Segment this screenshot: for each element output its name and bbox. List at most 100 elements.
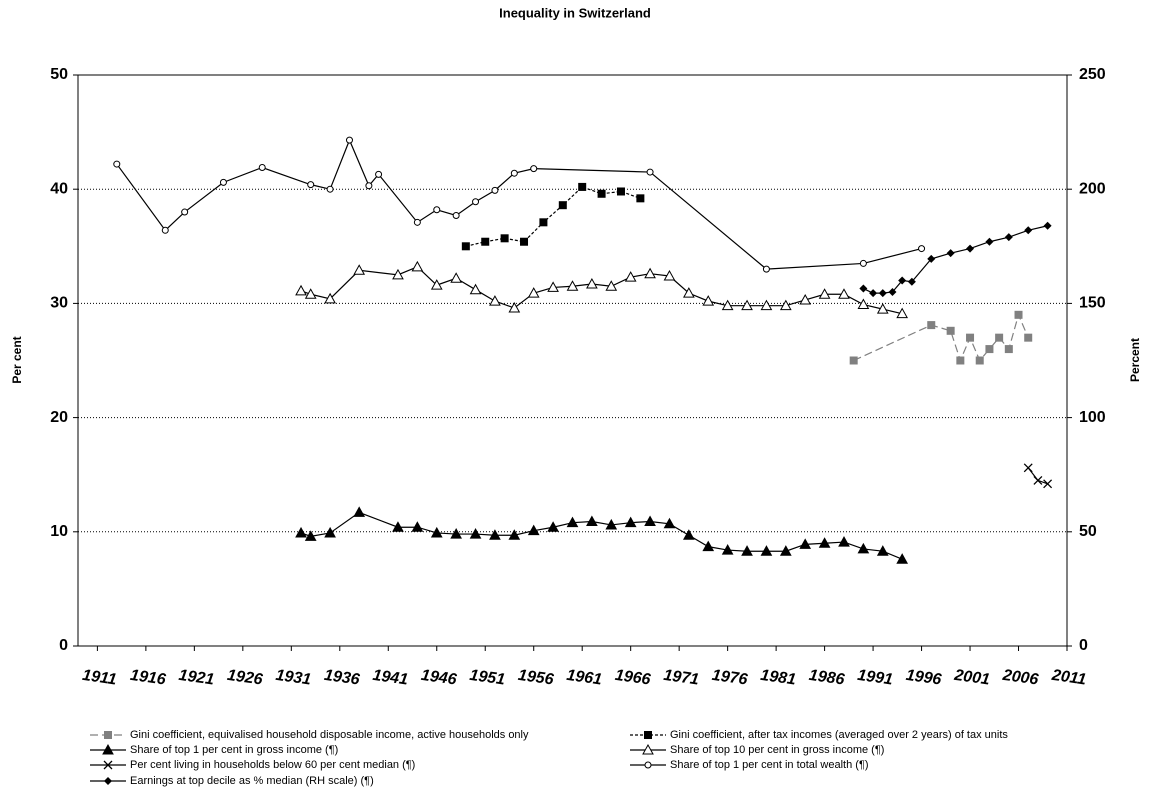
- marker: [1014, 310, 1023, 319]
- legend-label: Share of top 1 per cent in total wealth …: [670, 759, 869, 771]
- x-tick-label: 1956: [517, 667, 555, 689]
- marker: [469, 528, 482, 539]
- marker: [489, 529, 501, 540]
- marker: [995, 333, 1004, 342]
- marker: [896, 553, 909, 564]
- legend-marker: [104, 777, 112, 785]
- marker: [869, 289, 878, 298]
- marker: [762, 265, 770, 273]
- marker: [721, 299, 734, 311]
- x-tick-label: 1946: [420, 667, 458, 689]
- chart-title: Inequality in Switzerland: [499, 5, 651, 20]
- marker: [605, 518, 618, 530]
- x-tick-label: 1986: [808, 667, 846, 689]
- marker: [927, 254, 936, 263]
- marker: [375, 170, 383, 178]
- marker: [946, 326, 955, 335]
- marker: [392, 521, 404, 532]
- x-tick-label: 1941: [372, 667, 410, 689]
- marker: [586, 277, 598, 289]
- marker: [547, 281, 559, 292]
- x-tick-label: 1991: [856, 667, 894, 689]
- marker: [326, 185, 334, 193]
- marker: [907, 277, 916, 286]
- marker: [876, 303, 889, 314]
- marker: [566, 280, 579, 291]
- marker: [799, 538, 812, 549]
- marker: [527, 287, 540, 298]
- marker: [500, 234, 509, 243]
- marker: [450, 272, 462, 283]
- y-tick-label: 10: [50, 523, 68, 540]
- marker: [324, 292, 336, 304]
- x-tick-label: 1921: [178, 667, 216, 689]
- marker: [857, 298, 870, 310]
- marker: [411, 521, 424, 532]
- marker: [481, 237, 490, 246]
- y-tick-label: 50: [50, 66, 68, 83]
- series: [849, 310, 1033, 365]
- marker: [898, 276, 907, 285]
- marker: [1024, 226, 1033, 235]
- marker: [760, 545, 773, 556]
- marker: [918, 245, 926, 253]
- legend-label: Per cent living in households below 60 p…: [130, 759, 415, 771]
- marker: [461, 242, 470, 251]
- marker: [510, 169, 518, 177]
- x-tick-label: 1936: [323, 667, 361, 689]
- marker: [219, 178, 227, 186]
- marker: [741, 299, 753, 311]
- marker: [450, 528, 462, 539]
- series-line: [465, 186, 641, 247]
- marker: [324, 526, 336, 538]
- marker: [859, 259, 867, 267]
- legend-marker: [644, 731, 652, 739]
- marker: [818, 288, 831, 299]
- marker: [616, 187, 625, 196]
- legend-marker: [103, 760, 113, 770]
- marker: [644, 267, 656, 279]
- x-tick-label: 2006: [1001, 667, 1040, 689]
- y-tick-label: 0: [59, 637, 68, 654]
- legend-label: Share of top 10 per cent in gross income…: [670, 744, 884, 756]
- series: [1023, 463, 1053, 489]
- marker: [818, 537, 831, 548]
- marker: [1043, 479, 1053, 489]
- series: [859, 221, 1052, 298]
- series-line: [300, 266, 903, 315]
- marker: [304, 530, 317, 541]
- series: [113, 136, 926, 273]
- marker: [1024, 333, 1033, 342]
- marker: [1033, 475, 1043, 485]
- y2-tick-label: 150: [1079, 295, 1106, 312]
- marker: [985, 345, 994, 354]
- x-tick-label: 1961: [565, 667, 603, 689]
- marker: [539, 218, 548, 227]
- marker: [683, 287, 695, 298]
- legend-marker: [642, 743, 654, 755]
- marker: [365, 182, 373, 190]
- marker: [779, 299, 792, 311]
- y2-tick-label: 250: [1079, 66, 1106, 83]
- marker: [469, 283, 482, 295]
- x-tick-label: 1976: [711, 667, 749, 689]
- x-tick-label: 2001: [952, 667, 991, 689]
- marker: [966, 244, 975, 253]
- x-tick-label: 1916: [129, 667, 167, 689]
- x-tick-label: 1966: [614, 667, 652, 689]
- marker: [345, 136, 353, 144]
- marker: [1004, 345, 1013, 354]
- marker: [411, 260, 424, 272]
- marker: [876, 545, 889, 556]
- marker: [452, 211, 460, 219]
- marker: [779, 545, 792, 556]
- y2-axis-label: Percent: [1128, 338, 1142, 382]
- marker: [702, 295, 715, 306]
- marker: [520, 237, 529, 246]
- y2-tick-label: 50: [1079, 523, 1097, 540]
- marker: [838, 536, 850, 547]
- marker: [896, 307, 909, 319]
- marker: [597, 189, 606, 198]
- marker: [558, 201, 567, 210]
